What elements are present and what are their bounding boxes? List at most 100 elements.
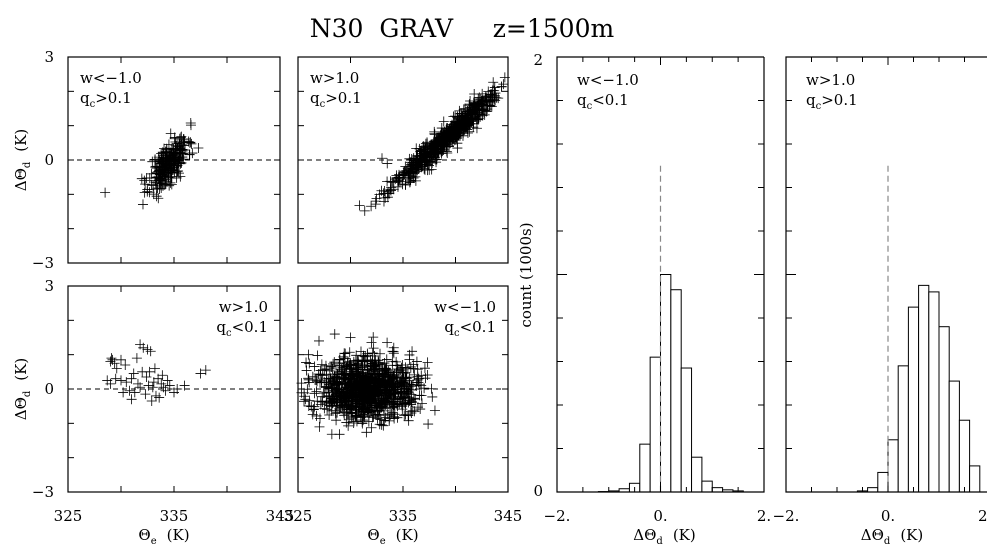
data-point xyxy=(331,415,342,426)
label-threshold: <0.1 xyxy=(460,318,496,336)
data-point xyxy=(382,397,393,408)
data-point xyxy=(458,115,469,126)
histogram-bar xyxy=(897,365,909,493)
data-point xyxy=(319,376,330,387)
data-point xyxy=(327,393,338,404)
data-point xyxy=(140,389,151,400)
data-point xyxy=(160,150,171,161)
data-point xyxy=(165,177,176,188)
data-point xyxy=(389,378,400,389)
panel-label-line1: w>1.0 xyxy=(219,298,268,316)
data-point xyxy=(412,150,423,161)
y-tick-label: 0 xyxy=(44,380,54,398)
data-point xyxy=(200,365,211,376)
data-point xyxy=(162,155,173,166)
data-point xyxy=(126,373,137,384)
data-point xyxy=(394,366,405,377)
data-point xyxy=(443,131,454,142)
data-point xyxy=(415,404,426,415)
data-point xyxy=(137,199,148,210)
data-point xyxy=(145,346,156,357)
histogram-bars xyxy=(856,284,981,493)
data-point xyxy=(357,415,368,426)
data-point xyxy=(349,389,360,400)
label-q: q xyxy=(216,318,226,336)
data-point xyxy=(406,408,417,419)
data-point xyxy=(356,391,367,402)
data-point xyxy=(457,111,468,122)
data-point xyxy=(332,407,343,418)
data-point xyxy=(126,394,137,405)
data-point xyxy=(366,422,377,433)
data-point xyxy=(496,81,507,92)
data-point xyxy=(345,332,356,343)
data-point xyxy=(429,139,440,150)
y-tick-label: 3 xyxy=(44,277,54,295)
data-point xyxy=(333,369,344,380)
data-point xyxy=(116,354,126,365)
data-point xyxy=(317,370,328,381)
data-point xyxy=(376,419,387,430)
data-point xyxy=(456,121,467,132)
x-tick-label: 2. xyxy=(757,507,771,525)
data-point xyxy=(309,361,320,372)
panel-label-line2: qc<0.1 xyxy=(216,318,268,339)
y-tick-label: 3 xyxy=(44,48,54,66)
data-point xyxy=(370,199,381,210)
data-point xyxy=(344,414,355,425)
data-point xyxy=(330,408,341,419)
data-point xyxy=(371,385,382,396)
histogram-bar xyxy=(701,480,713,493)
axis-label-subscript: d xyxy=(884,536,891,545)
data-point xyxy=(186,138,197,149)
x-tick-label: 335 xyxy=(389,507,418,525)
data-point xyxy=(377,153,387,164)
data-point xyxy=(419,149,430,160)
data-point xyxy=(366,337,377,348)
data-point xyxy=(374,189,385,200)
data-point xyxy=(423,419,434,430)
histogram-bar xyxy=(887,439,899,493)
data-point xyxy=(378,369,389,380)
x-tick-label: −2. xyxy=(773,507,800,525)
data-point xyxy=(303,373,314,384)
data-point xyxy=(131,353,142,364)
data-points xyxy=(354,72,510,216)
label-q-subscript: c xyxy=(816,101,822,112)
data-point xyxy=(162,375,173,386)
data-point xyxy=(136,173,147,184)
data-point xyxy=(121,377,132,388)
label-threshold: <0.1 xyxy=(592,91,628,109)
histogram-bar xyxy=(918,284,930,493)
data-point xyxy=(444,123,455,134)
data-point xyxy=(132,378,143,389)
data-point xyxy=(465,102,476,113)
data-point xyxy=(422,369,433,380)
data-point xyxy=(361,427,372,438)
data-point xyxy=(410,394,421,405)
data-point xyxy=(368,411,379,422)
label-q: q xyxy=(310,89,320,107)
data-point xyxy=(361,379,372,390)
data-point xyxy=(146,168,157,179)
data-point xyxy=(358,350,369,361)
data-point xyxy=(438,116,449,127)
data-point xyxy=(371,193,382,204)
data-point xyxy=(120,359,131,370)
data-point xyxy=(163,139,174,150)
data-point xyxy=(416,380,427,391)
data-point xyxy=(312,376,323,387)
data-point xyxy=(399,410,410,421)
data-point xyxy=(381,386,392,397)
data-point xyxy=(331,369,342,380)
data-point xyxy=(422,357,433,368)
data-point xyxy=(354,200,365,211)
data-point xyxy=(179,380,190,391)
label-threshold: <0.1 xyxy=(232,318,268,336)
data-point xyxy=(382,192,393,203)
data-point xyxy=(316,359,327,370)
data-point xyxy=(357,398,368,409)
axis-label-unit: (K) xyxy=(673,526,696,544)
data-point xyxy=(379,358,390,369)
